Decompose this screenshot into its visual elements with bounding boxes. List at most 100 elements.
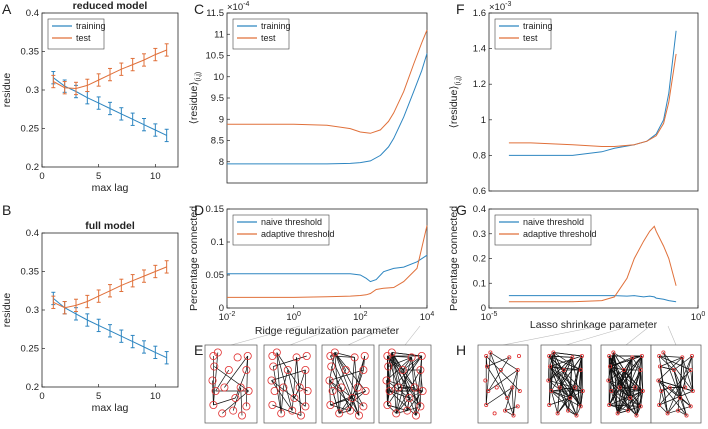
net-h-3-edge-22 bbox=[659, 366, 674, 371]
ytick-label-A-4: 0.4 bbox=[26, 8, 39, 19]
net-e-1-edge-11 bbox=[291, 357, 297, 411]
net-e-0-node-14 bbox=[244, 386, 253, 395]
series-line-F-0 bbox=[508, 30, 677, 156]
net-e-3-node-14 bbox=[418, 386, 427, 395]
net-h-1-node-8 bbox=[568, 395, 573, 400]
net-e-1-edge-8 bbox=[299, 369, 306, 388]
net-e-2-node-10 bbox=[359, 365, 368, 374]
xtick-label-B-0: 0 bbox=[39, 391, 44, 402]
net-h-1-edge-5 bbox=[549, 355, 581, 371]
net-e-3-edge-52 bbox=[396, 410, 408, 414]
net-h-0-connector bbox=[502, 325, 601, 346]
net-h-2-edge-51 bbox=[629, 397, 637, 416]
ytick-label-F-3: 1.2 bbox=[473, 79, 486, 90]
net-h-3-edge-39 bbox=[673, 369, 681, 399]
net-h-0-node-13 bbox=[498, 367, 503, 372]
net-h-1-edge-44 bbox=[557, 387, 561, 414]
net-h-2-edge-72 bbox=[613, 352, 618, 414]
net-h-1-edge-57 bbox=[549, 352, 554, 367]
xtick-label-D-1: 100 bbox=[286, 311, 301, 323]
net-h-2-edge-56 bbox=[617, 369, 642, 414]
net-h-0-node-11 bbox=[516, 353, 521, 358]
net-e-3-node-12 bbox=[407, 353, 416, 362]
net-h-3-edge-18 bbox=[660, 390, 668, 414]
net-e-3-node-10 bbox=[416, 365, 425, 374]
series-line-F-1 bbox=[508, 53, 677, 147]
net-e-3-edge-49 bbox=[387, 390, 390, 406]
net-h-0-node-1 bbox=[488, 350, 493, 355]
net-e-2-node-17 bbox=[354, 411, 363, 420]
net-h-0-node-17 bbox=[511, 413, 516, 418]
net-h-3-edge-41 bbox=[691, 355, 694, 392]
net-h-1-edge-23 bbox=[550, 390, 558, 414]
network-thumbnails bbox=[204, 325, 702, 424]
panel-label-b: B bbox=[2, 202, 11, 218]
panel-label-d: D bbox=[194, 202, 204, 218]
net-e-2-node-16 bbox=[337, 383, 346, 392]
net-h-1-node-3 bbox=[546, 378, 551, 383]
net-e-1-edge-0 bbox=[283, 369, 289, 388]
net-h-0-edge-9 bbox=[488, 369, 518, 392]
ytick-label-A-3: 0.35 bbox=[21, 47, 40, 58]
net-h-2-edge-46 bbox=[609, 404, 629, 411]
legend-A bbox=[47, 18, 105, 50]
xtick-label-G-1: 100 bbox=[691, 311, 706, 323]
net-e-3-edge-10 bbox=[387, 355, 423, 406]
net-e-3-edge-46 bbox=[402, 357, 412, 371]
net-e-0-node-9 bbox=[236, 383, 245, 392]
net-h-3-edge-21 bbox=[663, 352, 694, 392]
net-h-3-node-4 bbox=[659, 388, 664, 393]
net-h-1-edge-73 bbox=[548, 352, 554, 406]
net-e-3-edge-26 bbox=[409, 390, 423, 399]
net-e-3-node-4 bbox=[385, 386, 394, 395]
panel-label-c: C bbox=[194, 1, 204, 17]
exponent-F: ×10-3 bbox=[489, 1, 511, 13]
ytick-label-G-3: 0.3 bbox=[473, 229, 486, 240]
net-e-3-node-17 bbox=[411, 411, 420, 420]
legend-label-D-1: adaptive threshold bbox=[261, 229, 335, 239]
series-line-G-1 bbox=[508, 225, 677, 303]
net-e-0-node-1 bbox=[213, 348, 222, 357]
net-h-2-edge-91 bbox=[630, 390, 643, 399]
net-h-2-node-1 bbox=[611, 350, 616, 355]
net-e-0-edge-10 bbox=[214, 366, 249, 392]
net-h-0-node-14 bbox=[517, 388, 522, 393]
net-e-2-edge-31 bbox=[330, 366, 351, 411]
series-line-C-1 bbox=[227, 29, 428, 134]
net-h-2-node-5 bbox=[607, 402, 612, 407]
net-h-2-edge-10 bbox=[610, 390, 618, 414]
net-e-2-edge-20 bbox=[329, 380, 331, 406]
net-h-0-node-7 bbox=[503, 408, 508, 413]
net-h-3-node-15 bbox=[688, 404, 693, 409]
net-e-2-node-9 bbox=[353, 383, 362, 392]
xlabel-A: max lag bbox=[92, 182, 129, 194]
net-e-3-node-8 bbox=[405, 393, 414, 402]
ytick-label-D-2: 0.1 bbox=[211, 237, 224, 248]
net-h-1-node-6 bbox=[555, 411, 560, 416]
net-h-2-node-16 bbox=[617, 385, 622, 390]
net-h-2-edge-98 bbox=[608, 369, 625, 381]
net-h-1-edge-78 bbox=[549, 366, 571, 399]
net-e-3-edge-44 bbox=[387, 355, 415, 388]
xtick-label-A-0: 0 bbox=[39, 171, 44, 182]
net-e-2-node-6 bbox=[335, 409, 344, 418]
ytick-label-A-0: 0.2 bbox=[26, 162, 39, 173]
net-h-3-edge-5 bbox=[673, 369, 692, 407]
net-e-3-node-1 bbox=[387, 348, 396, 357]
net-h-3-node-5 bbox=[657, 402, 662, 407]
net-h-2-node-2 bbox=[608, 364, 613, 369]
net-h-1-edge-63 bbox=[548, 355, 550, 381]
net-h-0-node-15 bbox=[515, 404, 520, 409]
net-e-2-node-14 bbox=[361, 386, 370, 395]
net-h-1-node-10 bbox=[578, 367, 583, 372]
net-e-1-edge-13 bbox=[296, 357, 302, 416]
net-e-2-edge-4 bbox=[330, 352, 336, 357]
net-e-1-edge-6 bbox=[272, 404, 302, 416]
net-h-0-node-8 bbox=[505, 395, 510, 400]
legend-label-F-0: training bbox=[523, 21, 553, 31]
ytick-label-G-4: 0.4 bbox=[473, 204, 486, 215]
net-h-0-node-2 bbox=[485, 364, 490, 369]
net-e-3-edge-56 bbox=[391, 352, 422, 357]
panel-label-h: H bbox=[456, 342, 466, 358]
